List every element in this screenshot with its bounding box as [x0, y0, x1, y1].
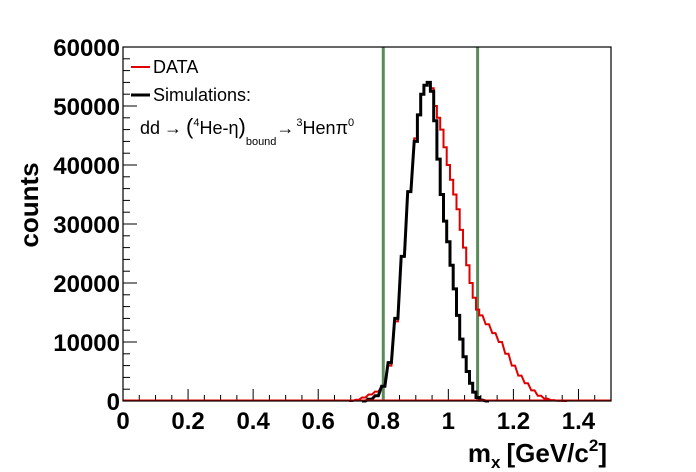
- reaction-lhs: dd: [140, 118, 160, 138]
- x-axis-title-sub: x: [491, 453, 501, 472]
- y-tick-label: 0: [107, 389, 120, 416]
- y-tick-label: 60000: [53, 35, 120, 62]
- legend-sim-label: Simulations:: [153, 85, 251, 105]
- x-axis-title: mx [GeV/c2]: [468, 436, 607, 472]
- plot-frame: [122, 46, 612, 402]
- legend-data-label: DATA: [153, 57, 198, 77]
- y-tick-label: 40000: [53, 153, 120, 180]
- cut-lines: [381, 47, 480, 401]
- x-tick-label: 0.2: [171, 408, 204, 435]
- x-tick-label: 1.4: [562, 408, 596, 435]
- y-tick-label: 30000: [53, 212, 120, 239]
- series-simulation-line: [362, 80, 489, 403]
- reaction-rhs: Henπ: [303, 118, 348, 138]
- x-axis-title-end: ]: [598, 438, 607, 468]
- legend-reaction: dd → (4He-η)bound→ 3Henπ0: [140, 114, 354, 148]
- x-tick-label: 0.4: [236, 408, 270, 435]
- reaction-sup-1: 4: [193, 117, 199, 129]
- reaction-sup-3: 0: [348, 117, 354, 129]
- x-tick-label: 0.8: [367, 408, 400, 435]
- x-tick-label: 1.2: [497, 408, 530, 435]
- x-tick-label: 1: [442, 408, 455, 435]
- series-layer: [123, 80, 611, 403]
- reaction-sup-2: 3: [296, 117, 302, 129]
- reaction-arrow-2: →: [276, 118, 294, 138]
- reaction-arrow-1: →: [164, 118, 182, 138]
- legend: DATA Simulations: dd → (4He-η)bound→ 3Henπ0: [131, 57, 354, 148]
- reaction-rparen: ): [239, 114, 246, 139]
- axes-layer: 0 0.2 0.4 0.6 0.8 1 1.2 1.4 0 10000 20000 30000 4000…: [53, 35, 612, 435]
- x-axis-title-sup: 2: [589, 436, 598, 455]
- reaction-sub: bound: [246, 136, 277, 148]
- reaction-mid: He-η: [199, 118, 238, 138]
- y-tick-label: 50000: [53, 94, 120, 121]
- y-tick-label: 10000: [53, 330, 120, 357]
- x-tick-label: 0: [116, 408, 129, 435]
- reaction-lparen: (: [186, 114, 194, 139]
- series-data-line: [349, 81, 568, 402]
- x-axis-title-unit: [GeV/c: [506, 438, 588, 468]
- y-tick-label: 20000: [53, 271, 120, 298]
- x-tick-label: 0.6: [302, 408, 335, 435]
- x-axis-title-main: m: [468, 438, 491, 468]
- y-axis-title: counts: [14, 162, 44, 247]
